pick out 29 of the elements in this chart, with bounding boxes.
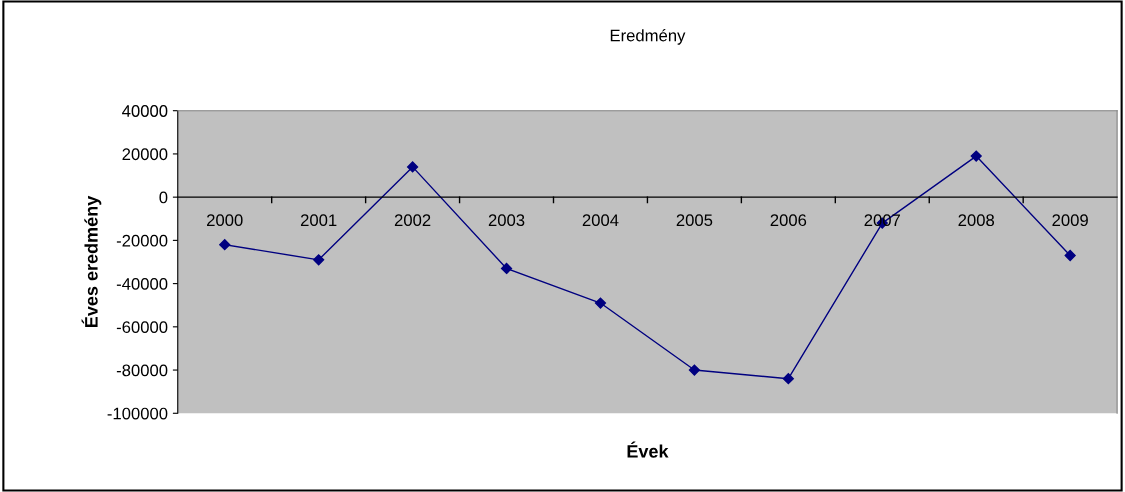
point xyxy=(219,239,231,251)
y-tick-label: 40000 xyxy=(122,105,168,117)
x-tick-label: 2003 xyxy=(488,214,525,227)
y-tick-label: 0 xyxy=(159,191,168,204)
point xyxy=(406,161,419,173)
x-tick-label: 2005 xyxy=(676,214,713,227)
x-tick-label: 2000 xyxy=(207,214,243,227)
point xyxy=(1064,249,1076,262)
point xyxy=(782,373,794,385)
point xyxy=(313,254,325,266)
x-tick-label: 2001 xyxy=(300,214,337,227)
x-tick-label: 2008 xyxy=(958,214,995,227)
point xyxy=(594,297,607,309)
y-tick-label: -60000 xyxy=(116,321,168,334)
chart-title: Eredmény xyxy=(610,28,686,45)
y-tick-label: -20000 xyxy=(116,234,168,247)
x-tick-label: 2009 xyxy=(1052,214,1088,227)
y-tick-label: 20000 xyxy=(122,148,168,161)
point xyxy=(970,150,982,162)
x-axis-title: Évek xyxy=(627,441,669,458)
y-tick-label: -80000 xyxy=(116,364,168,377)
y-tick-label: -40000 xyxy=(116,278,168,290)
point xyxy=(500,262,513,275)
x-tick-label: 2002 xyxy=(394,214,431,227)
y-tick-label: -100000 xyxy=(107,407,168,420)
y-axis-title: Éves eredmény xyxy=(81,195,102,328)
x-tick-label: 2004 xyxy=(582,214,619,227)
point xyxy=(688,364,701,376)
x-tick-label: 2006 xyxy=(770,214,807,227)
